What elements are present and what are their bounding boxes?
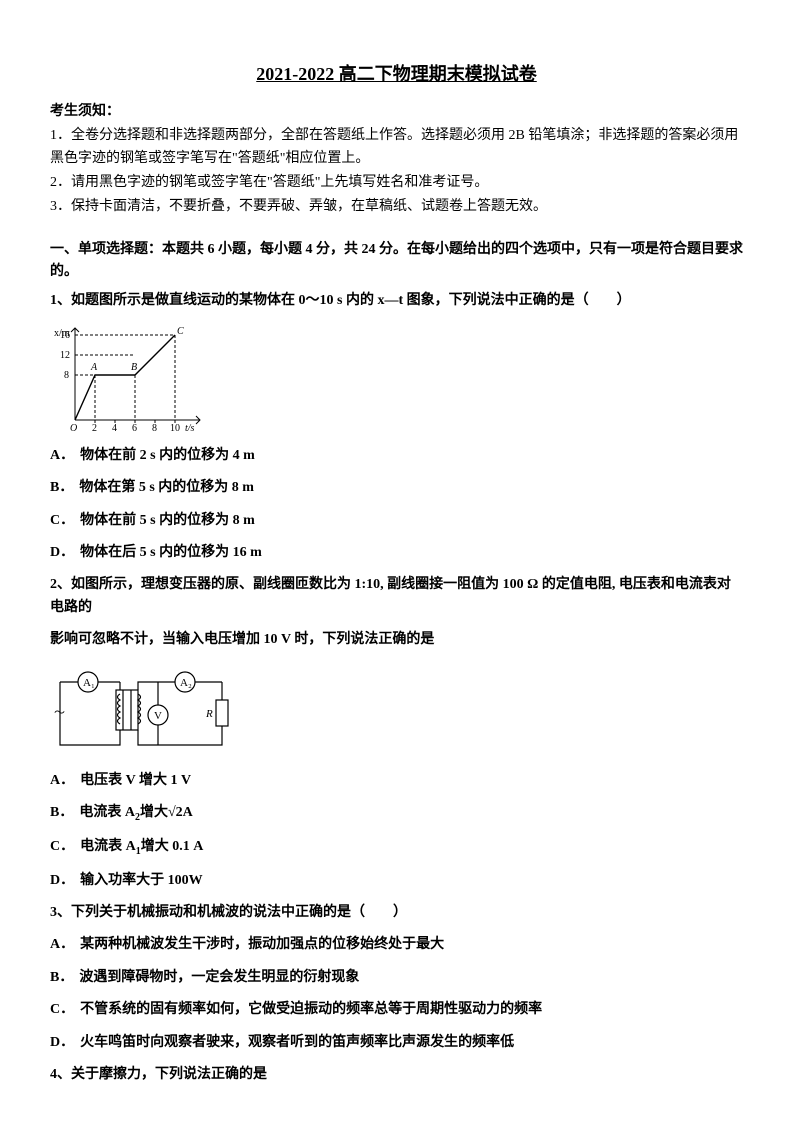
q1-chart: x/m 16 12 8 O 2 4 6 8 10 t/s A B C [50, 320, 743, 435]
svg-text:12: 12 [60, 350, 70, 361]
svg-text:A₁: A₁ [83, 677, 95, 689]
q3-option: A．某两种机械波发生干涉时，振动加强点的位移始终处于最大 [50, 934, 743, 956]
q3-option: C．不管系统的固有频率如何，它做受迫振动的频率总等于周期性驱动力的频率 [50, 999, 743, 1021]
option-text: 物体在第 5 s 内的位移为 8 m [79, 480, 254, 495]
option-text: 某两种机械波发生干涉时，振动加强点的位移始终处于最大 [80, 937, 444, 952]
svg-text:A₂: A₂ [180, 677, 192, 689]
option-text: 物体在前 5 s 内的位移为 8 m [80, 513, 255, 528]
option-text: 波遇到障碍物时，一定会发生明显的衍射现象 [79, 970, 359, 985]
q2-option: C．电流表 A1增大 0.1 A [50, 836, 743, 860]
svg-text:R: R [205, 708, 213, 720]
notice-item: 3．保持卡面清洁，不要折叠，不要弄破、弄皱，在草稿纸、试题卷上答题无效。 [50, 196, 743, 218]
svg-text:A: A [90, 362, 98, 373]
svg-text:16: 16 [60, 330, 70, 341]
svg-text:O: O [70, 423, 77, 434]
svg-text:～: ～ [54, 707, 65, 719]
option-text: 电压表 V 增大 1 V [80, 773, 191, 788]
q1-stem: 1、如题图所示是做直线运动的某物体在 0～10 s 内的 x—t 图象，下列说法… [50, 290, 743, 312]
option-text: 火车鸣笛时向观察者驶来，观察者听到的笛声频率比声源发生的频率低 [80, 1035, 514, 1050]
svg-text:10: 10 [170, 423, 180, 434]
notice-heading: 考生须知： [50, 101, 743, 123]
xt-graph: x/m 16 12 8 O 2 4 6 8 10 t/s A B C [50, 320, 210, 435]
q4-stem: 4、关于摩擦力，下列说法正确的是 [50, 1064, 743, 1086]
q3-option: B．波遇到障碍物时，一定会发生明显的衍射现象 [50, 967, 743, 989]
svg-text:2: 2 [92, 423, 97, 434]
q2-circuit: A₁ A₂ V R ～ [50, 660, 743, 760]
section-heading: 一、单项选择题：本题共 6 小题，每小题 4 分，共 24 分。在每小题给出的四… [50, 239, 743, 284]
option-text: 不管系统的固有频率如何，它做受迫振动的频率总等于周期性驱动力的频率 [80, 1002, 542, 1017]
option-text: 物体在前 2 s 内的位移为 4 m [80, 448, 255, 463]
option-text: 电流表 A2增大√2A [79, 805, 192, 820]
q2-option: B．电流表 A2增大√2A [50, 802, 743, 826]
option-text: 输入功率大于 100W [80, 873, 203, 888]
svg-text:C: C [177, 326, 184, 337]
transformer-circuit: A₁ A₂ V R ～ [50, 660, 240, 760]
q2-stem: 2、如图所示，理想变压器的原、副线圈匝数比为 1:10, 副线圈接一阻值为 10… [50, 574, 743, 619]
svg-text:4: 4 [112, 423, 117, 434]
q1-option: B．物体在第 5 s 内的位移为 8 m [50, 477, 743, 499]
option-text: 物体在后 5 s 内的位移为 16 m [80, 545, 262, 560]
q3-option: D．火车鸣笛时向观察者驶来，观察者听到的笛声频率比声源发生的频率低 [50, 1032, 743, 1054]
q2-stem2: 影响可忽略不计，当输入电压增加 10 V 时，下列说法正确的是 [50, 629, 743, 651]
svg-text:6: 6 [132, 423, 137, 434]
svg-text:B: B [131, 362, 137, 373]
notice-item: 1．全卷分选择题和非选择题两部分，全部在答题纸上作答。选择题必须用 2B 铅笔填… [50, 125, 743, 170]
q1-option: C．物体在前 5 s 内的位移为 8 m [50, 510, 743, 532]
q1-option: A．物体在前 2 s 内的位移为 4 m [50, 445, 743, 467]
q2-option: D．输入功率大于 100W [50, 870, 743, 892]
notice-item: 2．请用黑色字迹的钢笔或签字笔在"答题纸"上先填写姓名和准考证号。 [50, 172, 743, 194]
svg-text:V: V [154, 710, 162, 722]
q3-stem: 3、下列关于机械振动和机械波的说法中正确的是（ ） [50, 902, 743, 924]
q2-option: A．电压表 V 增大 1 V [50, 770, 743, 792]
option-text: 电流表 A1增大 0.1 A [80, 839, 203, 854]
page-title: 2021-2022 高二下物理期末模拟试卷 [50, 60, 743, 89]
x-axis-label: t/s [185, 423, 195, 434]
svg-text:8: 8 [152, 423, 157, 434]
svg-text:8: 8 [64, 370, 69, 381]
q1-option: D．物体在后 5 s 内的位移为 16 m [50, 542, 743, 564]
